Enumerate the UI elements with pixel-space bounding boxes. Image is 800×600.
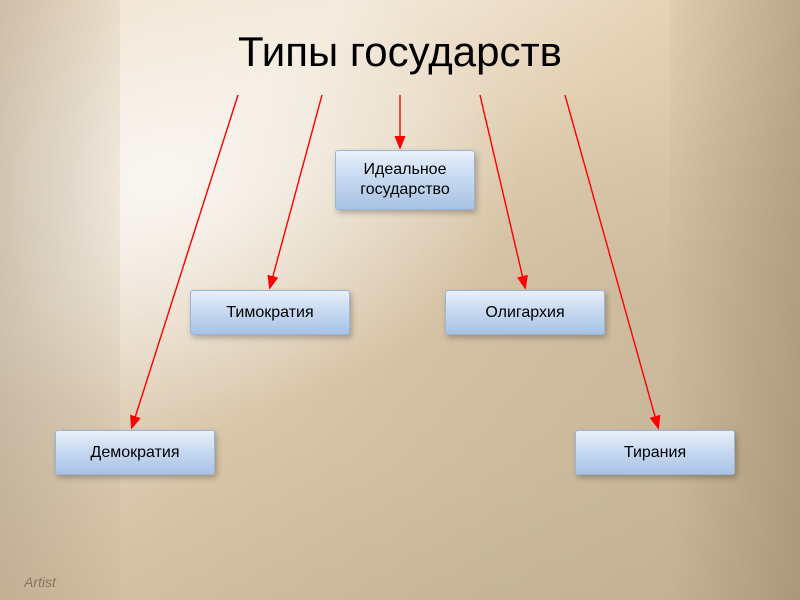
bg-column-left xyxy=(0,0,120,600)
bg-column-right xyxy=(670,0,800,600)
node-timocracy: Тимократия xyxy=(190,290,350,335)
diagram-title: Типы государств xyxy=(238,28,562,76)
node-tyranny: Тирания xyxy=(575,430,735,475)
node-democracy: Демократия xyxy=(55,430,215,475)
node-ideal: Идеальное государство xyxy=(335,150,475,210)
artist-signature: Artist xyxy=(24,574,56,590)
node-oligarchy: Олигархия xyxy=(445,290,605,335)
